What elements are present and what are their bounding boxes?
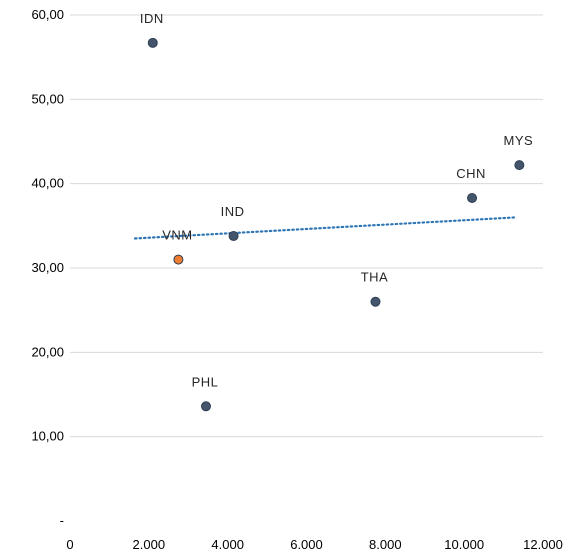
- data-point-vnm: [173, 254, 184, 265]
- x-tick-label: 4.000: [211, 537, 244, 552]
- trendline: [133, 216, 517, 240]
- x-tick-label: 8.000: [369, 537, 402, 552]
- y-tick-label: 20,00: [31, 344, 64, 359]
- data-label-ind: IND: [221, 204, 245, 219]
- x-tick-label: 2.000: [133, 537, 166, 552]
- data-point-ind: [228, 230, 239, 241]
- y-tick-label: 10,00: [31, 429, 64, 444]
- y-tick-label: -: [60, 513, 64, 528]
- data-point-chn: [467, 193, 478, 204]
- data-label-chn: CHN: [456, 166, 486, 181]
- y-tick-label: 50,00: [31, 91, 64, 106]
- data-label-vnm: VNM: [162, 228, 192, 243]
- x-tick-label: 0: [66, 537, 73, 552]
- data-point-mys: [514, 160, 525, 171]
- x-tick-label: 6.000: [290, 537, 323, 552]
- data-label-mys: MYS: [504, 133, 534, 148]
- data-label-phl: PHL: [192, 374, 219, 389]
- data-point-tha: [370, 296, 381, 307]
- data-point-idn: [147, 37, 158, 48]
- y-tick-label: 60,00: [31, 7, 64, 22]
- x-tick-label: 12.000: [523, 537, 563, 552]
- y-tick-label: 30,00: [31, 260, 64, 275]
- x-tick-label: 10.000: [444, 537, 484, 552]
- y-tick-label: 40,00: [31, 176, 64, 191]
- data-point-phl: [200, 401, 211, 412]
- data-label-idn: IDN: [140, 11, 164, 26]
- data-label-tha: THA: [361, 270, 389, 285]
